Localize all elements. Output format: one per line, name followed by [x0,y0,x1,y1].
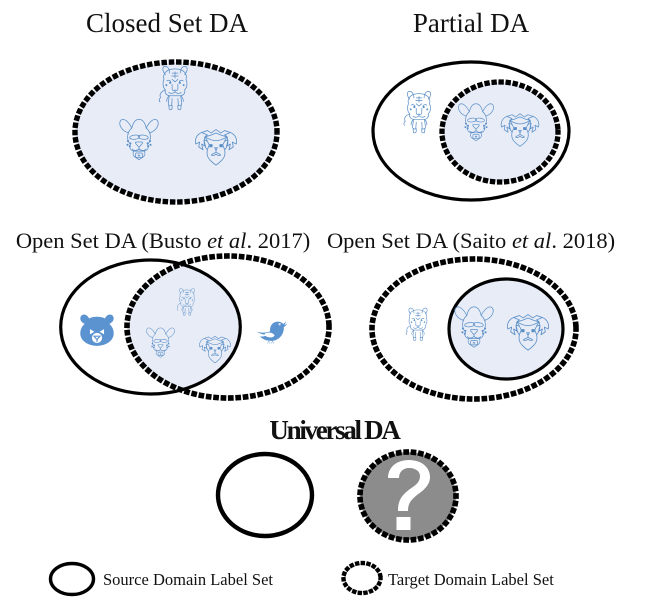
svg-text:Target Domain Label Set: Target Domain Label Set [388,570,554,589]
svg-text:Closed Set DA: Closed Set DA [86,8,249,38]
svg-text:Universal DA: Universal DA [269,415,401,445]
svg-text:Partial DA: Partial DA [413,8,530,38]
svg-text:Open Set DA (Saito et al. 2018: Open Set DA (Saito et al. 2018) [327,228,615,253]
svg-text:Source Domain Label Set: Source Domain Label Set [103,570,273,589]
svg-text:Open Set DA (Busto et al. 2017: Open Set DA (Busto et al. 2017) [16,228,310,253]
